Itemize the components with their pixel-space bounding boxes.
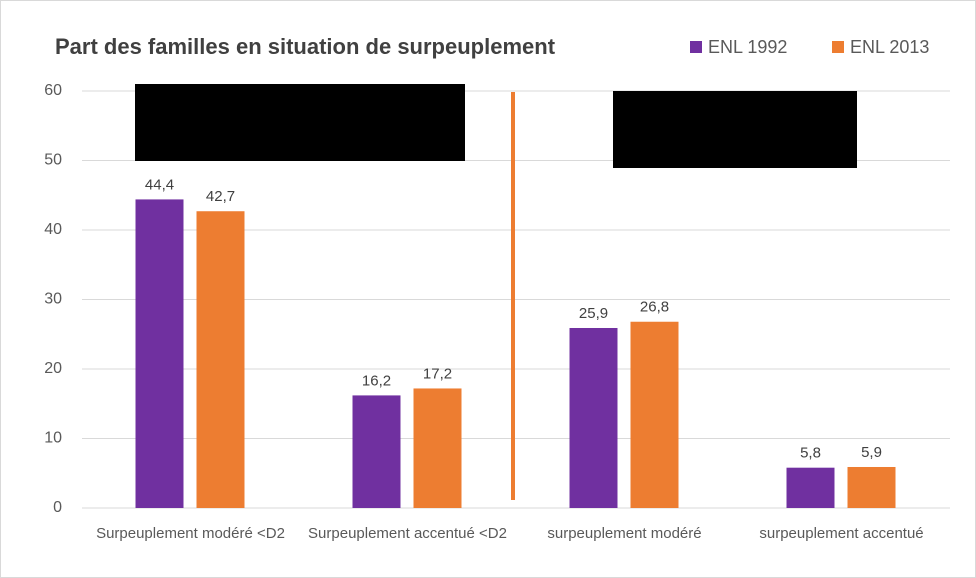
y-tick-label: 10	[44, 430, 62, 447]
bar	[413, 388, 462, 508]
bar	[569, 327, 618, 508]
data-label: 16,2	[362, 372, 391, 389]
x-tick-label: Surpeuplement accentué <D2	[308, 525, 507, 542]
data-label: 17,2	[423, 365, 452, 382]
data-label: 44,4	[145, 176, 174, 193]
data-label: 42,7	[206, 188, 235, 205]
y-tick-label: 30	[44, 291, 62, 308]
x-tick-label: Surpeuplement modéré <D2	[96, 525, 285, 542]
y-tick-label: 40	[44, 221, 62, 238]
data-label: 5,9	[861, 444, 882, 461]
x-tick-label: surpeuplement modéré	[547, 525, 702, 542]
bar	[630, 321, 679, 508]
bar	[352, 395, 401, 508]
y-tick-label: 20	[44, 360, 62, 377]
y-tick-label: 60	[44, 82, 62, 99]
legend-label: ENL 2013	[850, 37, 929, 57]
redaction	[613, 91, 857, 168]
bar	[135, 199, 184, 509]
bar	[786, 467, 835, 508]
data-label: 5,8	[800, 445, 821, 462]
legend-label: ENL 1992	[708, 37, 787, 57]
redaction	[135, 84, 465, 161]
bar	[847, 466, 896, 508]
chart-title: Part des familles en situation de surpeu…	[55, 34, 556, 59]
data-label: 26,8	[640, 299, 669, 316]
legend-swatch	[690, 41, 702, 53]
x-tick-label: surpeuplement accentué	[759, 525, 924, 542]
y-tick-label: 50	[44, 152, 62, 169]
y-tick-label: 0	[53, 499, 62, 516]
bar	[196, 211, 245, 509]
legend-swatch	[832, 41, 844, 53]
data-label: 25,9	[579, 305, 608, 322]
